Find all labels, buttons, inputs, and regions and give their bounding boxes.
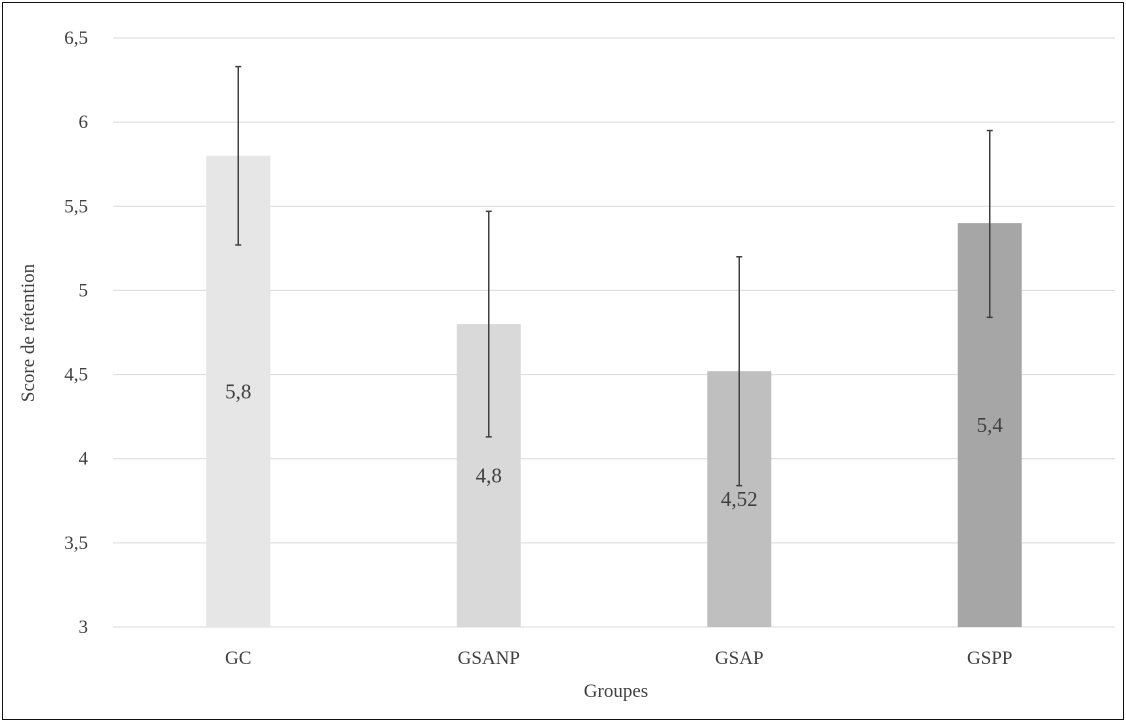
y-tick-label: 4 (79, 449, 89, 470)
x-tick-label: GSAP (715, 648, 764, 669)
y-tick-label: 6 (79, 112, 89, 133)
y-tick-label: 4,5 (64, 365, 88, 386)
x-tick-label: GC (225, 648, 251, 669)
y-tick-label: 6,5 (64, 28, 88, 49)
x-tick-label: GSPP (967, 648, 1012, 669)
x-tick-label: GSANP (458, 648, 520, 669)
data-label-gsanp: 4,8 (476, 464, 502, 488)
data-label-gsap: 4,52 (721, 487, 758, 511)
x-axis-title: Groupes (584, 681, 648, 702)
y-tick-label: 5 (79, 280, 89, 301)
data-label-gc: 5,8 (225, 379, 251, 403)
y-tick-label: 5,5 (64, 196, 88, 217)
bars (206, 155, 1022, 628)
bar-chart: 3 3,5 4 4,5 5 5,5 6 6,5 5,8 4,8 4,52 5,4 GC GSANP GS… (18, 28, 1115, 702)
x-axis-ticks: GC GSANP GSAP GSPP (225, 648, 1012, 669)
error-bars (235, 65, 993, 487)
y-tick-label: 3 (79, 617, 89, 638)
data-label-gspp: 5,4 (977, 413, 1004, 437)
y-axis-ticks: 3 3,5 4 4,5 5 5,5 6 6,5 (64, 28, 88, 638)
gridlines (113, 37, 1115, 628)
data-labels: 5,8 4,8 4,52 5,4 (225, 379, 1003, 511)
y-tick-label: 3,5 (64, 533, 88, 554)
y-axis-title: Score de rétention (18, 263, 39, 402)
